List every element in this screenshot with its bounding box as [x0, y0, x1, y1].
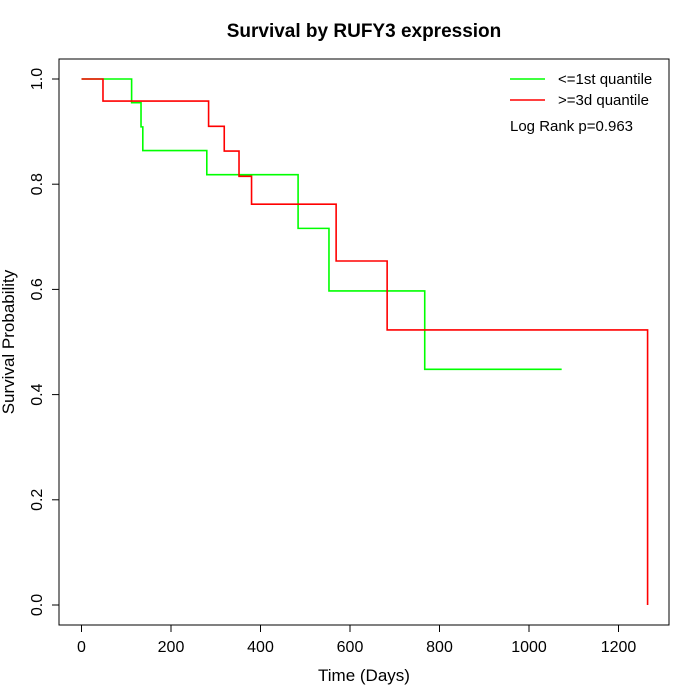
- plot-frame: [58, 58, 670, 626]
- x-tick-label: 200: [158, 639, 185, 656]
- chart-title: Survival by RUFY3 expression: [227, 21, 502, 42]
- x-tick-label: 400: [247, 639, 274, 656]
- x-tick-label: 1200: [601, 639, 637, 656]
- y-tick-label: 0.8: [29, 173, 46, 195]
- legend-label: <=1st quantile: [558, 71, 652, 88]
- x-axis-label: Time (Days): [318, 666, 410, 685]
- x-axis: 0 200 400 600 800 1000 1200: [77, 624, 637, 656]
- y-axis: 0.0 0.2 0.4 0.6 0.8 1.0: [29, 68, 60, 616]
- x-tick-label: 800: [426, 639, 453, 656]
- x-tick-label: 0: [77, 639, 86, 656]
- series-line-low-quantile: [81, 78, 562, 371]
- x-tick-label: 600: [337, 639, 364, 656]
- series-line-high-quantile: [81, 78, 649, 605]
- y-axis-label: Survival Probability: [0, 269, 18, 414]
- legend-label: >=3d quantile: [558, 92, 649, 109]
- x-tick-label: 1000: [511, 639, 547, 656]
- y-tick-label: 1.0: [29, 68, 46, 90]
- y-tick-label: 0.6: [29, 278, 46, 300]
- legend: <=1st quantile >=3d quantile: [510, 71, 652, 109]
- y-tick-label: 0.4: [29, 383, 46, 405]
- y-tick-label: 0.0: [29, 594, 46, 616]
- y-tick-label: 0.2: [29, 489, 46, 511]
- log-rank-annotation: Log Rank p=0.963: [510, 118, 633, 135]
- series-lines: [81, 78, 649, 605]
